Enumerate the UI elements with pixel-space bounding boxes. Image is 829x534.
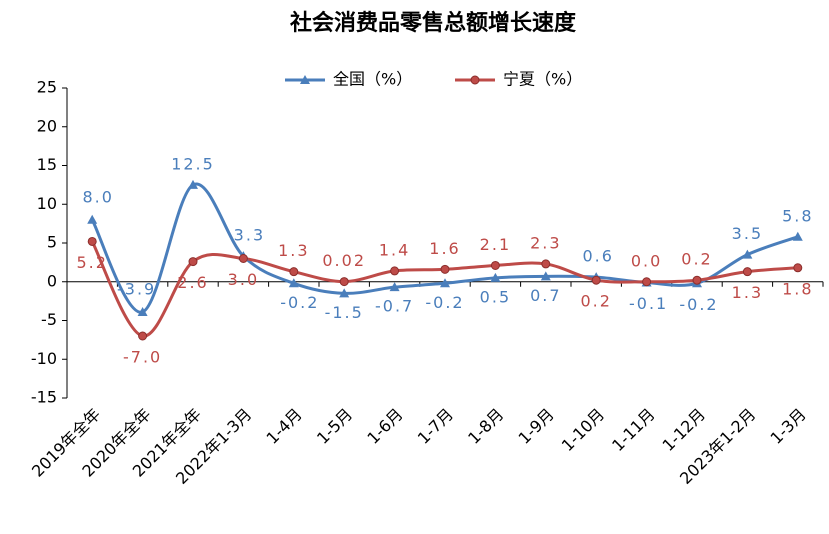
data-label: 8.0 <box>82 187 113 206</box>
data-label: 5.8 <box>782 206 813 225</box>
legend-label: 宁夏（%） <box>503 70 582 89</box>
legend-item: 宁夏（%） <box>455 70 582 89</box>
data-label: 2.1 <box>480 235 511 254</box>
data-point <box>642 277 652 287</box>
x-tick-label: 1-10月 <box>558 405 608 455</box>
legend-marker <box>300 75 310 84</box>
legend-label: 全国（%） <box>333 70 412 89</box>
data-label: 0.6 <box>582 247 613 266</box>
data-label: -7.0 <box>123 348 162 367</box>
data-label: -0.7 <box>375 297 414 316</box>
data-point <box>137 306 148 316</box>
data-label: 0.2 <box>580 292 611 311</box>
legend-marker <box>470 75 480 85</box>
data-point <box>742 249 753 259</box>
data-point <box>389 282 400 292</box>
data-label: -1.5 <box>325 303 364 322</box>
data-point <box>541 259 551 269</box>
y-tick-label: 10 <box>37 194 57 213</box>
data-label: 1.8 <box>782 279 813 298</box>
data-point <box>188 179 198 189</box>
y-tick-label: -15 <box>31 388 57 407</box>
data-label: 0.02 <box>322 251 366 270</box>
y-tick-label: 5 <box>47 233 57 252</box>
chart-title: 社会消费品零售总额增长速度 <box>290 10 577 36</box>
data-point <box>339 277 349 287</box>
x-tick-label: 1-11月 <box>608 405 658 455</box>
x-tick-label: 1-9月 <box>515 405 558 448</box>
data-label: 3.3 <box>234 226 265 245</box>
x-tick-label: 1-7月 <box>414 405 457 448</box>
data-point <box>692 275 702 285</box>
data-point <box>138 331 148 341</box>
data-label: 0.5 <box>480 287 511 306</box>
data-label: 1.6 <box>429 239 460 258</box>
data-label: 3.5 <box>732 224 763 243</box>
data-point <box>188 257 198 267</box>
y-tick-label: -5 <box>41 310 57 329</box>
data-point <box>591 275 601 285</box>
x-tick-label: 1-8月 <box>464 405 507 448</box>
legend-item: 全国（%） <box>285 70 412 89</box>
data-point <box>490 272 501 282</box>
data-label: -3.9 <box>117 279 156 298</box>
x-tick-label: 1-12月 <box>659 405 709 455</box>
data-point <box>540 271 551 281</box>
data-point <box>490 260 500 270</box>
y-tick-label: 25 <box>37 78 57 97</box>
x-tick-label: 1-4月 <box>263 405 306 448</box>
data-point <box>440 264 450 274</box>
data-label: 3.0 <box>228 270 259 289</box>
data-point <box>440 278 450 288</box>
data-label: 1.4 <box>379 240 410 259</box>
series-line <box>90 182 799 314</box>
data-label: 5.2 <box>76 253 107 272</box>
data-point <box>339 288 350 298</box>
data-point <box>390 266 400 276</box>
data-point <box>288 278 299 288</box>
x-tick-label: 1-3月 <box>767 405 810 448</box>
data-label: 0.2 <box>681 250 712 269</box>
x-tick-label: 1-6月 <box>363 405 406 448</box>
data-label: -0.2 <box>425 293 464 312</box>
data-label: 1.3 <box>732 283 763 302</box>
y-tick-label: 0 <box>47 271 57 290</box>
data-label: 1.3 <box>278 241 309 260</box>
data-point <box>289 267 299 277</box>
data-point <box>87 236 97 246</box>
data-label: -0.1 <box>629 294 668 313</box>
data-label: -0.2 <box>679 295 718 314</box>
data-point <box>792 231 803 241</box>
data-point <box>793 263 803 273</box>
data-label: 12.5 <box>171 154 215 173</box>
data-point <box>238 254 248 263</box>
data-point <box>742 267 752 277</box>
data-point <box>87 214 98 224</box>
data-label: -0.2 <box>280 293 319 312</box>
y-tick-label: 20 <box>37 116 57 135</box>
data-label: 2.6 <box>177 273 208 292</box>
y-tick-label: 15 <box>37 155 57 174</box>
data-label: 0.7 <box>530 286 561 305</box>
data-label: 2.3 <box>530 233 561 252</box>
data-label: 0.0 <box>631 251 662 270</box>
y-tick-label: -10 <box>31 349 57 368</box>
x-tick-label: 1-5月 <box>313 405 356 448</box>
